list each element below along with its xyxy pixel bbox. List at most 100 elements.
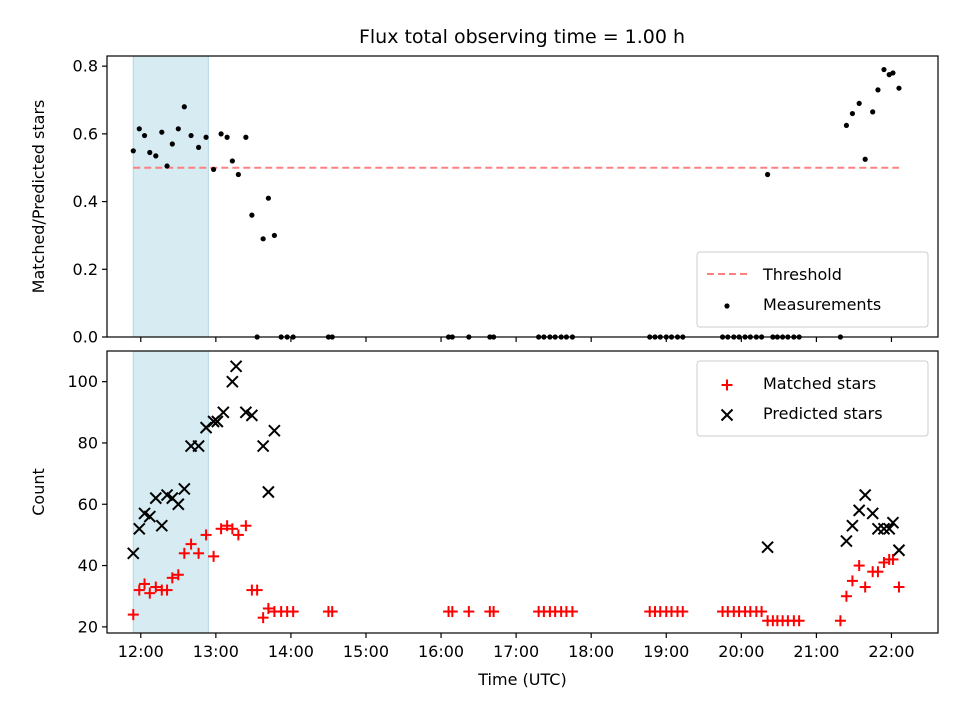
x-marker-b	[892, 544, 906, 557]
bottom-matched-point	[566, 606, 578, 618]
top-point	[881, 66, 887, 73]
top-panel-axes: 0.0 0.2 0.4 0.6 0.8 Matched/Predicted stars	[29, 55, 939, 347]
top-point	[147, 149, 153, 156]
x-marker-b	[245, 409, 259, 422]
top-point	[875, 87, 881, 93]
bottom-matched-point	[139, 578, 151, 590]
x-marker-b	[846, 519, 859, 532]
bottom-predicted-point	[211, 415, 224, 428]
bottom-predicted-point	[143, 510, 156, 523]
bottom-predicted-point	[858, 488, 872, 502]
top-legend-entry: Measurements	[724, 295, 881, 314]
bottom-predicted-point	[846, 519, 859, 532]
bottom-ytick-label: 40	[78, 556, 98, 575]
bottom-predicted-point	[133, 522, 146, 535]
top-point	[175, 126, 181, 132]
x-marker-b	[155, 519, 169, 532]
bottom-panel-marks	[127, 350, 906, 634]
top-point	[203, 134, 209, 140]
bottom-predicted-point	[761, 540, 774, 554]
bottom-matched-point	[161, 584, 173, 596]
bottom-predicted-point	[226, 375, 239, 388]
top-point	[843, 122, 850, 129]
bottom-xtick-label: 18:00	[568, 642, 614, 661]
top-point	[271, 232, 278, 239]
top-point	[136, 126, 142, 132]
bottom-matched-point	[887, 553, 899, 565]
bottom-xtick-label: 13:00	[193, 642, 239, 661]
top-point	[164, 163, 170, 169]
top-point	[224, 134, 230, 140]
bottom-matched-point	[756, 606, 768, 618]
x-marker-b	[866, 507, 879, 520]
bottom-matched-point	[446, 606, 458, 618]
bottom-panel: 20 40 60 80 100 12:00 13:00 14:00 15:00 16:00 17:0…	[29, 350, 939, 689]
top-point	[159, 129, 165, 135]
top-legend: Threshold Measurements	[696, 251, 929, 328]
x-marker-b	[149, 491, 163, 505]
legend-x-swatch-b	[720, 408, 734, 422]
top-point	[181, 104, 187, 110]
x-marker-b	[229, 360, 243, 373]
x-marker-b	[840, 534, 853, 548]
top-point	[235, 171, 241, 178]
bottom-legend-entry: Matched stars	[721, 374, 876, 393]
bottom-predicted-point	[840, 534, 853, 548]
top-ytick-label: 0.4	[73, 192, 98, 211]
bottom-matched-point	[215, 523, 227, 535]
x-marker-b	[239, 406, 253, 419]
bottom-predicted-point	[866, 507, 879, 520]
top-point	[896, 85, 902, 91]
x-marker-b	[858, 488, 872, 502]
bottom-matched-point	[208, 550, 220, 562]
top-shaded-span	[132, 55, 209, 338]
bottom-xtick-label: 16:00	[418, 642, 464, 661]
x-marker-b	[143, 510, 156, 523]
bottom-predicted-point	[127, 547, 140, 560]
bottom-xtick-label: 12:00	[118, 642, 164, 661]
x-marker-b	[226, 375, 239, 388]
bottom-predicted-point	[207, 415, 220, 428]
figure-title: Flux total observing time = 1.00 h	[359, 26, 685, 48]
legend-label: Predicted stars	[763, 404, 883, 423]
bottom-predicted-point	[239, 406, 253, 419]
bottom-matched-point	[133, 584, 145, 596]
x-marker-b	[160, 488, 174, 502]
top-ytick-label: 0.0	[73, 328, 98, 347]
bottom-predicted-point	[892, 544, 906, 557]
bottom-legend-entry: Predicted stars	[720, 404, 883, 423]
top-ytick-label: 0.6	[73, 124, 98, 143]
bottom-matched-point	[326, 606, 338, 618]
x-marker-b	[166, 491, 179, 505]
top-panel-marks	[130, 55, 902, 340]
top-ytick-label: 0.2	[73, 260, 98, 279]
bottom-predicted-point	[268, 424, 281, 437]
x-marker-b	[133, 522, 146, 535]
bottom-matched-point	[127, 609, 139, 621]
bottom-predicted-point	[217, 406, 230, 419]
bottom-predicted-point	[852, 504, 866, 517]
bottom-matched-point	[166, 572, 178, 584]
top-point	[249, 212, 255, 218]
bottom-matched-point	[185, 538, 197, 550]
bottom-xtick-label: 20:00	[718, 642, 764, 661]
top-point	[265, 195, 271, 201]
legend-label: Measurements	[763, 295, 881, 314]
bottom-matched-point	[262, 602, 274, 614]
bottom-matched-point	[251, 584, 263, 596]
bottom-matched-point	[893, 581, 905, 593]
bottom-predicted-point	[172, 498, 185, 511]
bottom-xtick-label: 19:00	[643, 642, 689, 661]
x-marker-b	[211, 415, 224, 428]
x-marker-b	[127, 547, 140, 560]
x-marker-b	[178, 482, 191, 496]
legend-label: Matched stars	[763, 374, 876, 393]
x-marker-b	[217, 406, 230, 419]
top-point	[229, 158, 235, 164]
bottom-matched-point	[853, 560, 865, 572]
top-legend-entry: Threshold	[707, 265, 842, 284]
top-frame	[106, 55, 939, 338]
x-marker-b	[172, 498, 185, 511]
top-point	[870, 109, 876, 115]
